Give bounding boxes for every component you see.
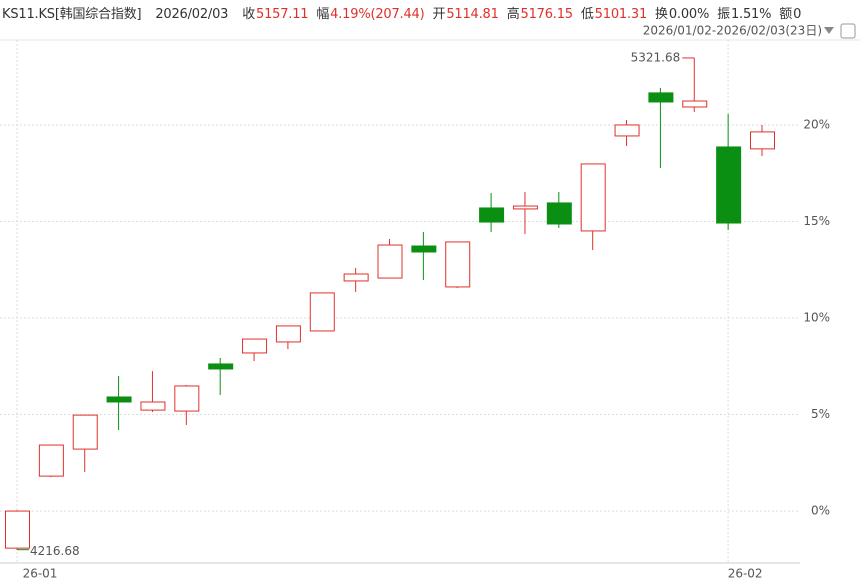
item-value: 0.00% [668,7,710,22]
min-label: 4216.68 [30,544,80,558]
max-label: 5321.68 [631,50,681,64]
candle-body [445,241,471,288]
candle-body [106,396,132,403]
date: 2026/02/03 [155,7,229,22]
item-value: 0 [793,7,802,22]
item-value: 5114.81 [446,7,499,22]
candle-body [72,414,98,450]
symbol: KS11.KS[韩国综合指数] [2,7,142,22]
item-value: 4.19%(207.44) [330,7,425,22]
x-tick-label: 26-01 [23,567,58,581]
range-label: 2026/01/02-2026/02/03(23日) [643,24,822,38]
item-value: 5176.15 [520,7,574,22]
item-label: 开 [432,7,446,22]
item-label: 收 [242,7,255,22]
y-tick-label: 15% [803,214,830,228]
candle-body [546,202,572,225]
candle-body [479,207,505,223]
candle-body [512,205,538,210]
y-tick-label: 10% [803,311,830,325]
candle-body [5,510,30,549]
item-value: 5157.11 [256,7,309,22]
candle-body [275,325,301,343]
candle-body [682,100,708,108]
candle-body [174,385,200,412]
candle-body [377,244,403,279]
y-tick-label: 5% [811,407,830,421]
item-label: 振 [717,7,730,22]
candle-body [208,363,234,370]
y-tick-label: 20% [803,117,830,131]
candle-body [309,292,335,332]
candle-body [411,245,437,253]
item-label: 换 [655,7,668,22]
item-label: 额 [779,7,793,22]
candle-body [648,92,674,103]
item-label: 幅 [316,7,330,22]
icon [840,23,856,39]
item-value: 1.51% [730,7,772,22]
candle-body [580,163,606,232]
item-label: 低 [580,7,594,22]
candle-body [140,401,166,411]
candle-body [242,338,268,354]
dropdown-arrow [824,27,834,34]
candle-body [750,131,775,150]
header: KS11.KS[韩国综合指数] 2026/02/03 收5157.11 幅4.19… [2,3,809,22]
candle-body [614,124,640,137]
candle-body [716,146,742,224]
x-tick-label: 26-02 [728,567,763,581]
item-label: 高 [506,7,520,22]
y-tick-label: 0% [811,504,830,518]
item-value: 5101.31 [594,7,648,22]
candle-body [38,444,64,477]
candle-body [343,273,369,282]
